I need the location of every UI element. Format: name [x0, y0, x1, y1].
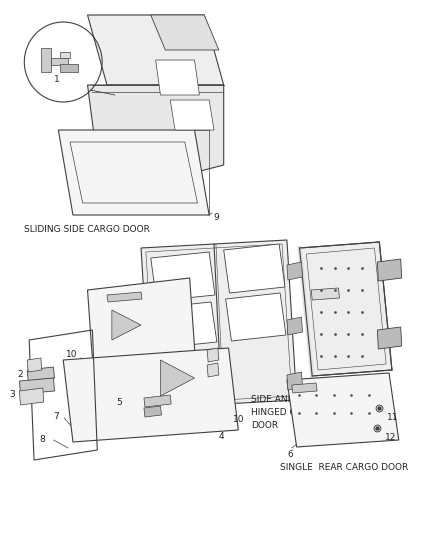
Polygon shape: [207, 363, 219, 377]
Polygon shape: [300, 242, 392, 376]
Text: 5: 5: [117, 398, 123, 407]
Polygon shape: [19, 388, 44, 405]
Polygon shape: [27, 358, 42, 372]
Text: 6: 6: [287, 450, 293, 459]
Polygon shape: [378, 259, 402, 281]
Polygon shape: [88, 85, 224, 195]
Text: 2: 2: [18, 370, 23, 379]
Text: SLIDING SIDE CARGO DOOR: SLIDING SIDE CARGO DOOR: [25, 225, 150, 234]
Text: 12: 12: [385, 433, 396, 442]
Text: 1: 1: [53, 75, 59, 84]
Polygon shape: [155, 60, 199, 95]
Text: 10: 10: [233, 415, 245, 424]
Polygon shape: [170, 100, 214, 130]
Text: 7: 7: [53, 412, 59, 421]
Polygon shape: [151, 252, 215, 301]
Polygon shape: [151, 15, 219, 50]
Polygon shape: [154, 302, 217, 348]
Polygon shape: [287, 262, 303, 280]
Polygon shape: [27, 367, 54, 381]
Polygon shape: [60, 52, 70, 58]
Text: 4: 4: [219, 432, 224, 441]
Polygon shape: [224, 244, 285, 293]
Polygon shape: [226, 293, 286, 341]
Polygon shape: [41, 48, 50, 72]
Polygon shape: [287, 373, 399, 447]
Text: HINGED CARGO: HINGED CARGO: [251, 408, 322, 417]
Polygon shape: [292, 383, 317, 393]
Text: SIDE AND REAR: SIDE AND REAR: [251, 395, 321, 404]
Polygon shape: [144, 406, 162, 417]
Polygon shape: [378, 327, 402, 349]
Polygon shape: [112, 310, 141, 340]
Polygon shape: [58, 130, 209, 215]
Polygon shape: [60, 64, 78, 72]
Polygon shape: [311, 288, 339, 300]
Text: 9: 9: [213, 213, 219, 222]
Polygon shape: [50, 58, 68, 65]
Text: DOOR: DOOR: [251, 421, 278, 430]
Polygon shape: [287, 372, 303, 390]
Polygon shape: [19, 378, 54, 394]
Text: 10: 10: [66, 350, 78, 359]
Polygon shape: [144, 395, 171, 407]
Polygon shape: [88, 278, 197, 387]
Text: 11: 11: [387, 413, 399, 422]
Polygon shape: [141, 240, 297, 408]
Polygon shape: [287, 317, 303, 335]
Text: SINGLE  REAR CARGO DOOR: SINGLE REAR CARGO DOOR: [280, 463, 408, 472]
Polygon shape: [63, 348, 238, 442]
Text: 8: 8: [39, 435, 45, 444]
Text: 3: 3: [10, 390, 15, 399]
Polygon shape: [88, 15, 224, 85]
Polygon shape: [207, 348, 219, 362]
Polygon shape: [107, 292, 142, 302]
Polygon shape: [160, 360, 194, 396]
